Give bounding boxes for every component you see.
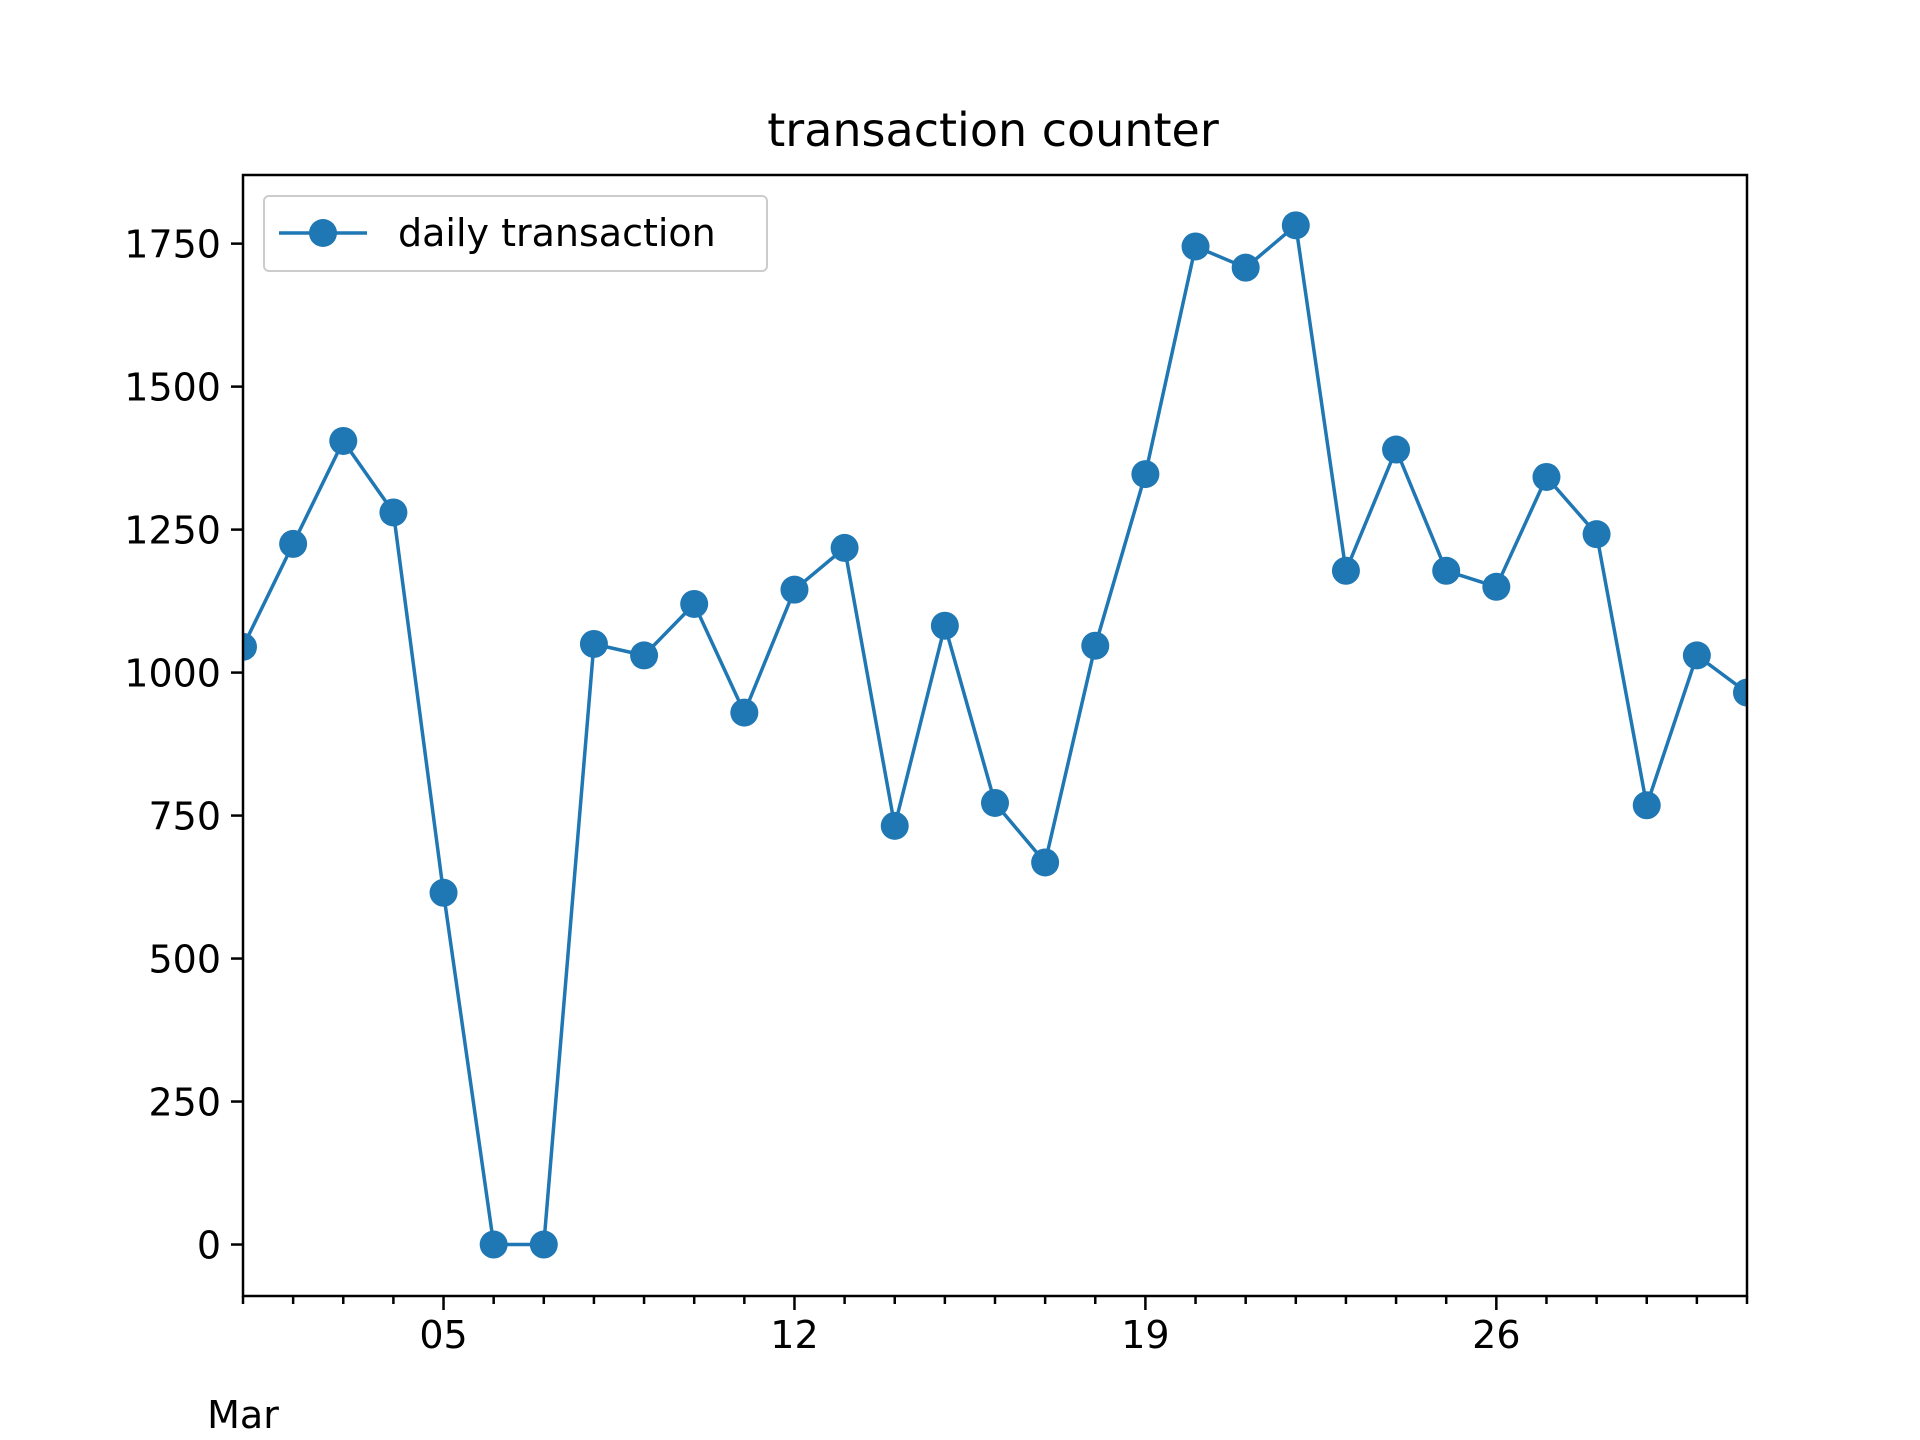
y-tick-label: 1500	[124, 366, 221, 410]
data-point	[1081, 631, 1110, 660]
data-point	[1532, 462, 1561, 491]
data-point	[780, 575, 809, 604]
y-tick-label: 250	[148, 1081, 221, 1125]
legend-marker-swatch	[309, 219, 337, 247]
data-point	[1231, 253, 1260, 282]
x-tick-label: 05	[419, 1313, 467, 1357]
y-axis: 0 250 500 750 1000 1250 1500 1750	[124, 223, 243, 1268]
x-tick-label: 12	[770, 1313, 818, 1357]
y-tick-label: 1250	[124, 509, 221, 553]
x-tick-label: 26	[1472, 1313, 1520, 1357]
data-point	[981, 788, 1009, 817]
data-point	[630, 641, 659, 670]
plot-area	[243, 211, 1747, 1259]
y-tick-label: 1000	[124, 652, 221, 696]
series-group	[243, 211, 1747, 1259]
data-point	[579, 629, 608, 658]
data-point	[1382, 435, 1411, 464]
data-point	[680, 589, 709, 618]
data-point	[279, 529, 308, 558]
y-tick-label: 0	[197, 1224, 221, 1268]
y-tick-label: 500	[148, 938, 221, 982]
data-point	[529, 1230, 558, 1259]
y-tick-label: 1750	[124, 223, 221, 267]
data-point	[1181, 232, 1210, 261]
data-point	[329, 426, 358, 455]
series-line	[243, 223, 1747, 1247]
legend: daily transaction	[263, 195, 768, 272]
data-point	[479, 1230, 508, 1259]
data-point	[1331, 556, 1360, 585]
x-month-label: Mar	[207, 1393, 279, 1437]
data-point	[1733, 678, 1747, 707]
data-point	[1482, 572, 1511, 601]
data-point	[243, 632, 257, 661]
data-point	[1281, 211, 1310, 240]
x-tick-label: 19	[1121, 1313, 1169, 1357]
legend-box	[263, 195, 768, 272]
data-point	[930, 611, 959, 640]
data-point	[1031, 848, 1060, 877]
data-point	[730, 698, 759, 727]
data-point	[429, 878, 458, 907]
y-tick-label: 750	[148, 795, 221, 839]
data-point	[1131, 460, 1160, 489]
data-point	[1632, 791, 1661, 820]
data-point	[1582, 520, 1611, 549]
data-point	[880, 811, 909, 840]
chart-title: transaction counter	[767, 103, 1219, 157]
data-point	[1682, 641, 1711, 670]
data-point	[1432, 556, 1461, 585]
data-point	[830, 533, 859, 562]
axes-frame	[241, 173, 1749, 1298]
x-axis: 05 12 19 26	[241, 1296, 1749, 1357]
data-point	[379, 498, 408, 527]
legend-entry-label: daily transaction	[398, 211, 716, 255]
